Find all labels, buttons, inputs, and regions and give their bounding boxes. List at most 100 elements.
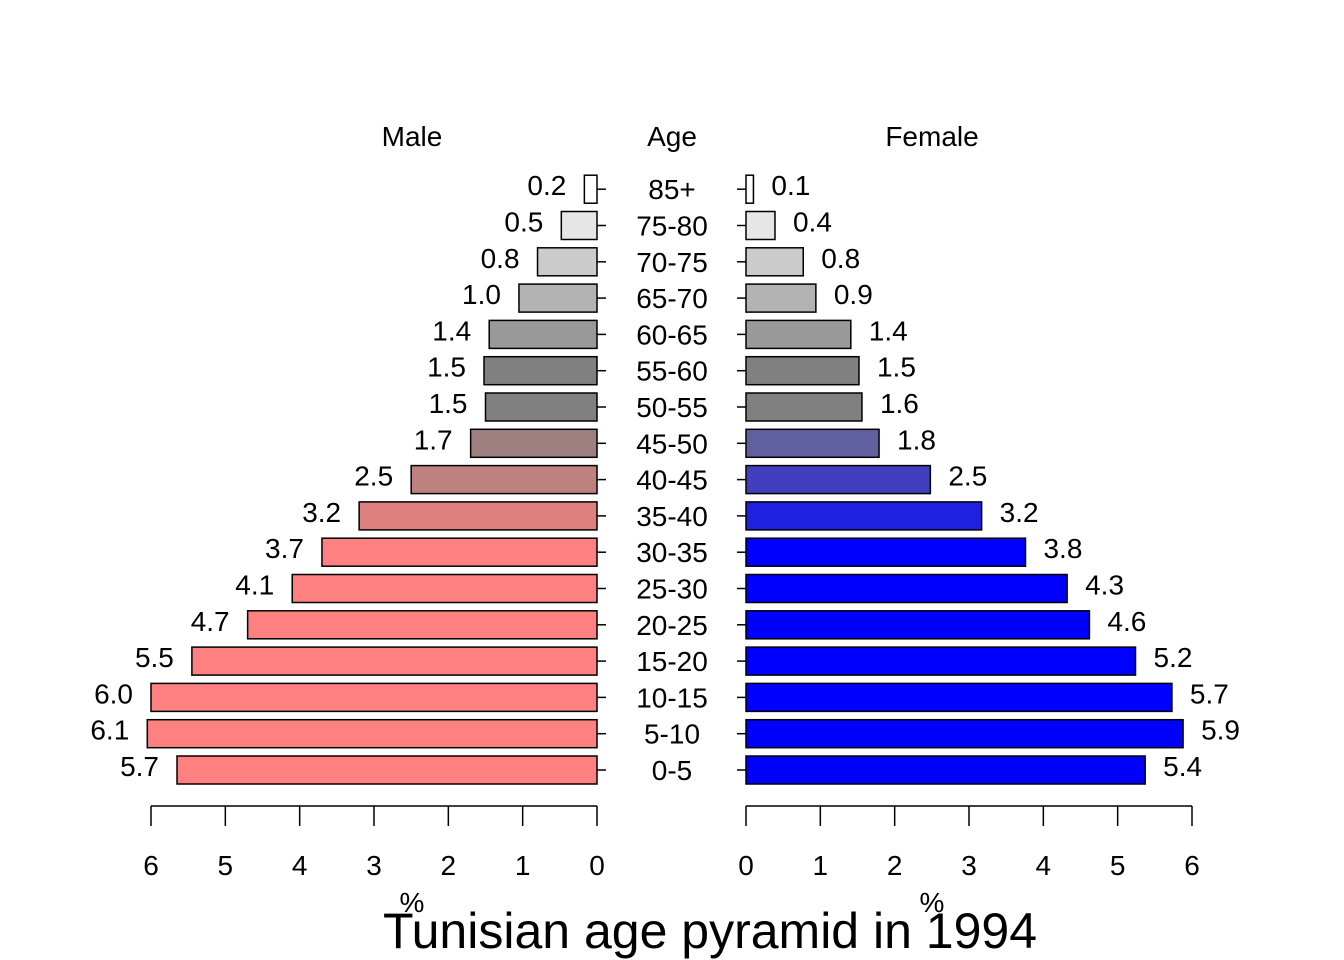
female-bars: 5.4 5.9 5.7 5.2 4.6 4.33.83.2 2.5 1.8 1.6 1.5 1.4 0…: [737, 170, 1240, 785]
male-value-label-55-60: 1.5: [427, 352, 466, 383]
age-label-0-5: 0-5: [652, 755, 692, 786]
male-value-label-85+: 0.2: [527, 170, 566, 201]
female-bar-40-45: [745, 464, 932, 495]
female-bar-45-50: [745, 428, 880, 459]
age-label-20-25: 20-25: [636, 610, 708, 641]
age-label-70-75: 70-75: [636, 247, 708, 278]
female-axis-tick-label: 0: [738, 850, 754, 881]
male-bar-85+: [583, 174, 598, 204]
female-value-label-0-5: 5.4: [1163, 751, 1202, 782]
female-bar-25-30: [745, 573, 1068, 604]
male-value-label-35-40: 3.2: [302, 497, 341, 528]
age-label-25-30: 25-30: [636, 574, 708, 605]
male-bar-25-30: [291, 573, 598, 604]
male-bar-35-40: [358, 501, 598, 531]
male-axis-tick-label: 4: [292, 850, 308, 881]
female-value-label-10-15: 5.7: [1190, 678, 1229, 709]
male-bar-75-80: [560, 210, 598, 241]
female-bar-10-15: [745, 682, 1173, 713]
female-value-label-35-40: 3.2: [1000, 497, 1039, 528]
age-label-60-65: 60-65: [636, 319, 708, 350]
age-label-40-45: 40-45: [636, 465, 708, 496]
male-bars: 5.7 6.1 6.05.5 4.74.1 3.7 3.2 2.5 1.7 1.5 1.5 1.4 1…: [90, 170, 606, 785]
female-bar-20-25: [745, 610, 1091, 640]
male-bar-30-35: [321, 537, 598, 567]
male-value-label-10-15: 6.0: [94, 678, 133, 709]
age-label-5-10: 5-10: [644, 719, 700, 750]
female-bar-60-65: [745, 319, 852, 350]
male-axis-tick-label: 2: [441, 850, 457, 881]
female-bar-70-75: [745, 247, 804, 277]
male-x-axis-label: %: [400, 887, 425, 918]
male-value-label-70-75: 0.8: [481, 243, 520, 274]
male-value-label-50-55: 1.5: [429, 388, 468, 419]
male-bar-15-20: [191, 646, 598, 676]
age-label-65-70: 65-70: [636, 283, 708, 314]
male-axis-tick-label: 5: [218, 850, 234, 881]
age-label-45-50: 45-50: [636, 428, 708, 459]
female-axis-tick-label: 3: [961, 850, 977, 881]
female-value-label-25-30: 4.3: [1085, 570, 1124, 601]
female-value-label-40-45: 2.5: [948, 461, 987, 492]
male-bar-20-25: [246, 610, 598, 640]
male-value-label-15-20: 5.5: [135, 642, 174, 673]
male-bar-10-15: [150, 682, 598, 713]
female-x-axis-label: %: [920, 887, 945, 918]
female-value-label-85+: 0.1: [771, 170, 810, 201]
female-value-label-60-65: 1.4: [869, 315, 908, 346]
female-axis-tick-label: 1: [813, 850, 829, 881]
female-value-label-65-70: 0.9: [834, 279, 873, 310]
female-bar-55-60: [745, 355, 860, 386]
male-value-label-5-10: 6.1: [90, 715, 129, 746]
male-axis-tick-label: 1: [515, 850, 531, 881]
female-value-label-30-35: 3.8: [1043, 533, 1082, 564]
female-bar-50-55: [745, 392, 863, 422]
male-bar-45-50: [469, 428, 598, 459]
female-value-label-55-60: 1.5: [877, 352, 916, 383]
male-axis-tick-label: 3: [366, 850, 382, 881]
female-header: Female: [885, 121, 978, 152]
age-label-50-55: 50-55: [636, 392, 708, 423]
female-value-label-5-10: 5.9: [1201, 715, 1240, 746]
female-bar-30-35: [745, 537, 1027, 567]
male-bar-40-45: [410, 464, 598, 495]
male-value-label-20-25: 4.7: [191, 606, 230, 637]
female-value-label-70-75: 0.8: [821, 243, 860, 274]
female-value-label-15-20: 5.2: [1154, 642, 1193, 673]
age-label-35-40: 35-40: [636, 501, 708, 532]
age-label-75-80: 75-80: [636, 211, 708, 242]
age-label-55-60: 55-60: [636, 356, 708, 387]
female-value-label-50-55: 1.6: [880, 388, 919, 419]
female-bar-0-5: [745, 755, 1146, 785]
age-header: Age: [647, 121, 697, 152]
female-value-label-75-80: 0.4: [793, 207, 832, 238]
male-value-label-75-80: 0.5: [504, 207, 543, 238]
male-bar-50-55: [484, 392, 598, 422]
male-value-label-60-65: 1.4: [432, 315, 471, 346]
female-bar-35-40: [745, 501, 983, 531]
female-bar-65-70: [745, 283, 817, 313]
chart-title: Tunisian age pyramid in 1994: [383, 903, 1037, 959]
female-axis-tick-label: 5: [1110, 850, 1126, 881]
female-axis-tick-label: 2: [887, 850, 903, 881]
male-bar-0-5: [176, 755, 598, 785]
age-labels: 0-5 5-10 10-15 15-20 20-25 25-30 30-35 35-40 40-…: [636, 174, 708, 786]
female-x-axis: 0 1 2 3 4 5 6: [738, 805, 1200, 881]
male-value-label-0-5: 5.7: [120, 751, 159, 782]
male-value-label-65-70: 1.0: [462, 279, 501, 310]
age-label-30-35: 30-35: [636, 537, 708, 568]
female-axis-tick-label: 6: [1184, 850, 1200, 881]
age-label-10-15: 10-15: [636, 682, 708, 713]
male-bar-60-65: [488, 319, 598, 350]
male-x-axis: 0 1 2 3 4 5 6: [143, 805, 605, 881]
male-value-label-25-30: 4.1: [235, 570, 274, 601]
male-value-label-30-35: 3.7: [265, 533, 304, 564]
age-label-15-20: 15-20: [636, 646, 708, 677]
female-value-label-20-25: 4.6: [1107, 606, 1146, 637]
male-header: Male: [382, 121, 443, 152]
male-axis-tick-label: 6: [143, 850, 159, 881]
male-bar-55-60: [483, 355, 598, 386]
male-value-label-45-50: 1.7: [414, 424, 453, 455]
female-bar-75-80: [745, 210, 776, 241]
female-axis-tick-label: 4: [1036, 850, 1052, 881]
